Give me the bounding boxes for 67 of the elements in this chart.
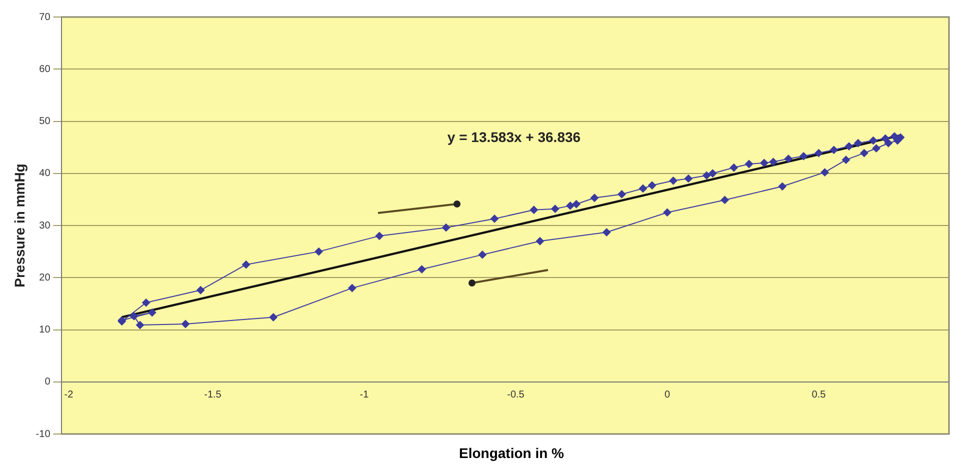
point xyxy=(638,184,647,192)
point xyxy=(814,149,823,158)
point xyxy=(778,182,786,190)
point xyxy=(663,208,672,216)
point xyxy=(148,308,156,317)
x-tick-label: 0.5 xyxy=(812,390,826,401)
y-tick-label: 20 xyxy=(39,272,51,284)
x-tick-label: 0 xyxy=(664,390,670,401)
point xyxy=(842,156,850,164)
point xyxy=(800,152,808,160)
point xyxy=(566,202,574,210)
point xyxy=(860,149,868,158)
point xyxy=(442,224,450,232)
point xyxy=(196,286,205,294)
point xyxy=(845,142,854,150)
point xyxy=(142,298,150,307)
point xyxy=(181,320,190,328)
y-tick-label: 50 xyxy=(39,116,51,127)
point xyxy=(590,194,599,202)
point xyxy=(854,139,862,148)
x-axis-title: Elongation in % xyxy=(458,445,565,461)
x-tick-label: -0.5 xyxy=(507,390,525,401)
point xyxy=(536,237,544,246)
y-tick-label: 70 xyxy=(39,12,51,23)
point xyxy=(648,181,656,190)
y-tick-label: 60 xyxy=(39,64,51,75)
point xyxy=(881,134,890,142)
y-tick-label: 10 xyxy=(39,324,51,336)
x-tick-label: -1.5 xyxy=(204,390,222,401)
point xyxy=(136,321,144,330)
point xyxy=(602,228,611,236)
point xyxy=(314,248,323,256)
point xyxy=(730,164,738,172)
y-axis-title: Pressure in mmHg xyxy=(11,164,28,288)
x-tick-label: -2 xyxy=(64,390,74,401)
y-tick-label: 40 xyxy=(39,168,51,180)
point xyxy=(720,196,729,204)
x-tick-label: -1 xyxy=(360,390,370,401)
point xyxy=(769,158,778,166)
point xyxy=(551,204,560,213)
point xyxy=(702,171,711,180)
point xyxy=(478,250,486,259)
y-tick-label: 30 xyxy=(39,220,51,232)
point xyxy=(490,214,499,223)
point xyxy=(830,146,838,154)
point xyxy=(269,313,278,322)
point xyxy=(684,174,692,183)
point xyxy=(784,154,792,163)
point xyxy=(884,139,892,148)
point xyxy=(530,206,538,214)
point xyxy=(820,168,829,176)
point xyxy=(869,136,878,145)
y-tick-label: 0 xyxy=(44,376,51,388)
point xyxy=(572,200,580,208)
point xyxy=(418,265,426,274)
point xyxy=(745,160,754,168)
point xyxy=(760,158,768,167)
point xyxy=(348,284,356,292)
point xyxy=(708,169,717,178)
annotation: y = 13.583x + 36.836 xyxy=(447,129,581,146)
point xyxy=(669,176,678,185)
point xyxy=(130,312,138,320)
point xyxy=(618,190,626,198)
point xyxy=(375,232,384,240)
point xyxy=(242,260,250,269)
y-tick-label: -10 xyxy=(36,428,51,440)
point xyxy=(872,144,880,152)
